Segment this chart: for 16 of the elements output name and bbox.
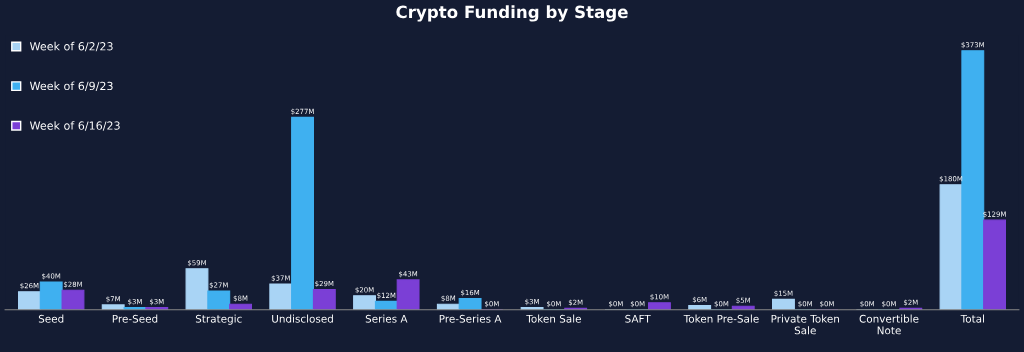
x-tick-label: Private Token Sale bbox=[771, 314, 839, 335]
x-tick-label: Token Pre-Sale bbox=[683, 314, 759, 323]
x-tick-label: Seed bbox=[38, 314, 64, 323]
chart-title: Crypto Funding by Stage bbox=[396, 5, 628, 22]
x-tick-label: Undisclosed bbox=[272, 314, 333, 323]
x-tick-label: Series A bbox=[365, 314, 408, 323]
x-tick-label: Token Sale bbox=[526, 314, 581, 323]
legend-label: Week of 6/2/23 bbox=[29, 41, 113, 52]
x-tick-label: Strategic bbox=[195, 314, 242, 325]
legend-label: Week of 6/16/23 bbox=[29, 121, 120, 131]
x-tick-label: Convertible Note bbox=[859, 314, 919, 335]
legend-label: Week of 6/9/23 bbox=[29, 81, 113, 91]
x-tick-label: Total bbox=[960, 314, 984, 323]
x-tick-label: Pre-Seed bbox=[112, 314, 158, 323]
x-tick-label: Pre-Series A bbox=[439, 314, 502, 323]
x-tick-label: SAFT bbox=[625, 314, 651, 323]
